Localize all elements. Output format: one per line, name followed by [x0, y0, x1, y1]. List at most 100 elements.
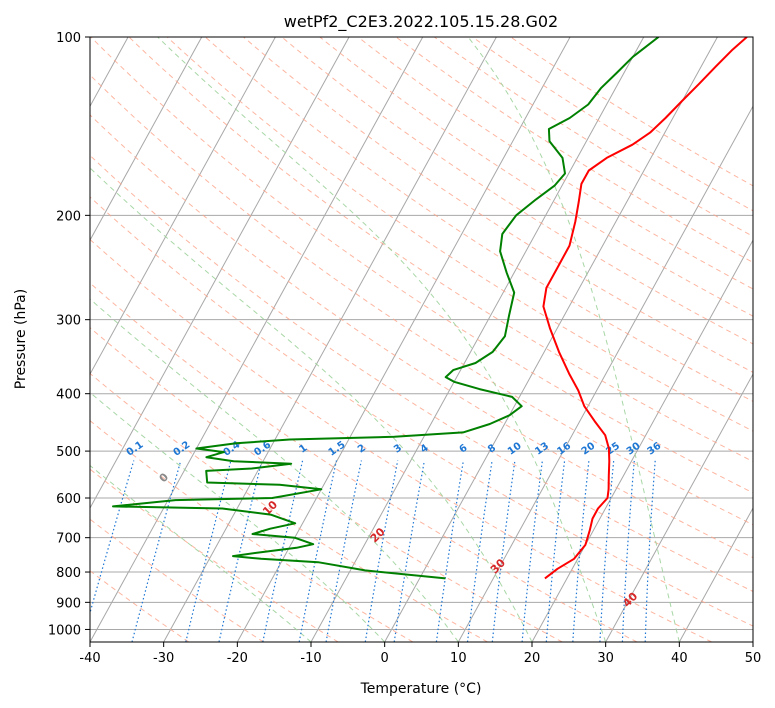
chart-title: wetPf2_C2E3.2022.105.15.28.G02: [284, 12, 558, 32]
mixing-ratio-line: [521, 460, 543, 642]
x-axis-ticks: -40 -30 -20 -10 0 10 20 30 40 50: [79, 642, 761, 666]
x-tick-label: 30: [597, 651, 614, 666]
plot-area: -100-90-80-70-60-50-40-30-20-10010203040…: [34, 37, 753, 642]
mixing-ratio-line: [621, 460, 635, 642]
isotherm-line: [90, 37, 350, 510]
dry-adiabat-line: [90, 196, 753, 627]
y-tick-label: 500: [56, 445, 81, 460]
mixing-ratio-label: 4: [419, 443, 431, 456]
dry-adiabat-line: [90, 238, 712, 642]
dry-adiabat-line: [243, 37, 753, 373]
mixing-ratio-line: [644, 460, 656, 642]
moist-adiabat-line: [90, 391, 386, 642]
mixing-ratio-label: 16: [555, 441, 573, 458]
mixing-ratio-line: [491, 460, 516, 642]
x-tick-label: 20: [524, 651, 541, 666]
dry-adiabat-line: [90, 372, 488, 642]
mixing-ratio-lines: [90, 460, 656, 642]
dry-adiabat-line: [90, 114, 753, 559]
dry-adiabat-line: [319, 37, 753, 317]
isotherm-line: [90, 37, 276, 376]
y-tick-label: 700: [56, 532, 81, 547]
dry-adiabat-line: [166, 37, 753, 432]
mixing-ratio-label: 0.1: [125, 439, 146, 458]
x-axis-label: Temperature (°C): [360, 681, 482, 697]
isotherm-line: [457, 105, 753, 642]
dry-adiabat-line: [90, 468, 339, 642]
mixing-ratio-label: 1: [297, 443, 309, 456]
dry-adiabat-line: [90, 37, 753, 494]
x-tick-label: -30: [153, 651, 174, 666]
mixing-ratio-label: 10: [506, 441, 524, 458]
moist-adiabat-line: [157, 37, 607, 642]
dry-adiabat-line: [90, 282, 638, 642]
y-axis-ticks: 100 200 300 400 500 600 700 800 900 1000: [48, 31, 90, 638]
mixing-ratio-line: [545, 460, 566, 642]
x-tick-label: 50: [745, 651, 762, 666]
mixing-ratio-line: [262, 460, 304, 642]
y-tick-label: 800: [56, 566, 81, 581]
dry-adiabat-line: [204, 37, 753, 402]
y-axis-label: Pressure (hPa): [13, 289, 29, 389]
isotherm-line: [678, 507, 753, 642]
isotherm-line: [384, 37, 718, 642]
mixing-ratio-line: [218, 460, 263, 642]
mixing-ratio-label: 30: [625, 441, 643, 458]
dry-adiabat-line: [281, 37, 753, 345]
y-tick-label: 400: [56, 388, 81, 403]
dry-adiabat-label: 30: [488, 556, 508, 576]
x-tick-label: -40: [79, 651, 100, 666]
mixing-ratio-label: 20: [580, 441, 598, 458]
mixing-ratio-line: [131, 460, 182, 642]
x-tick-label: -20: [227, 651, 248, 666]
mixing-ratio-line: [364, 460, 399, 642]
mixing-ratio-label: 1.5: [327, 439, 348, 458]
dry-adiabat-line: [90, 518, 264, 642]
dry-adiabat-line: [395, 37, 753, 263]
dewpoint-profile-line: [112, 37, 660, 580]
y-tick-label: 200: [56, 209, 81, 224]
dry-adiabat-line: [90, 326, 563, 642]
isotherm-line: [236, 37, 571, 642]
temperature-profile-line: [542, 37, 748, 580]
dry-adiabat-line: [357, 37, 753, 290]
profile-series: [112, 37, 748, 580]
isotherm-line: [90, 37, 203, 242]
mixing-ratio-line: [435, 460, 464, 642]
dry-adiabat-label: 20: [368, 525, 388, 545]
dry-adiabats: [90, 37, 753, 642]
mixing-ratio-label: 0.2: [172, 439, 193, 458]
mixing-ratio-line: [90, 460, 135, 615]
dry-adiabat-line: [434, 37, 753, 237]
x-tick-label: 40: [671, 651, 688, 666]
x-tick-label: 10: [450, 651, 467, 666]
plot-frame: [89, 36, 754, 643]
dry-adiabat-line: [90, 420, 414, 642]
mixing-ratio-line: [185, 460, 232, 642]
moist-adiabats: [90, 37, 680, 642]
mixing-ratio-line: [325, 460, 362, 642]
mixing-ratio-line: [298, 460, 338, 642]
isotherm-line: [605, 373, 753, 642]
moist-adiabat-line: [467, 37, 680, 642]
y-tick-label: 300: [56, 314, 81, 329]
dry-adiabat-line: [90, 154, 753, 592]
x-tick-label: -10: [300, 651, 321, 666]
dry-adiabat-label: -10: [34, 421, 57, 444]
dry-adiabat-label: 40: [620, 590, 640, 610]
moist-adiabat-line: [90, 464, 312, 642]
mixing-ratio-line: [466, 460, 493, 642]
moist-adiabat-line: [90, 167, 533, 642]
isotherm-line: [90, 37, 424, 642]
mixing-ratio-label: 2: [356, 443, 368, 456]
mixing-ratio-line: [599, 460, 615, 642]
x-tick-label: 0: [381, 651, 389, 666]
dry-adiabat-line: [90, 74, 753, 526]
mixing-ratio-label: 3: [392, 443, 404, 456]
isotherm-line: [163, 37, 497, 642]
isotherm-line: [752, 640, 753, 642]
isotherm-grid: [90, 37, 753, 642]
y-tick-label: 100: [56, 31, 81, 46]
moist-adiabat-line: [90, 298, 459, 642]
